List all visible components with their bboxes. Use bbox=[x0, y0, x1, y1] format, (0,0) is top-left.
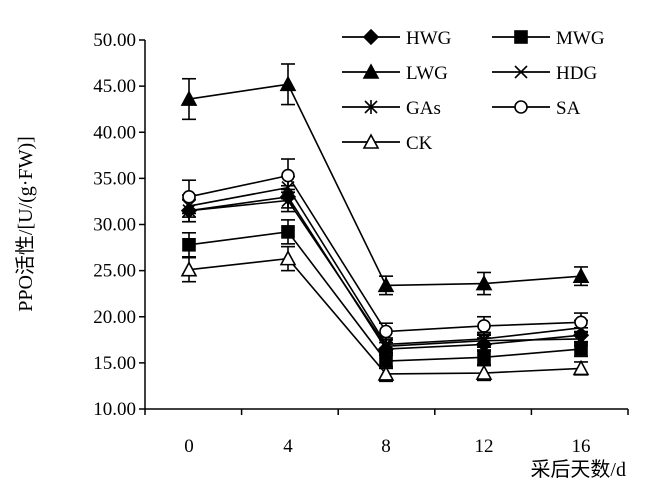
legend-item-lwg: LWG bbox=[342, 63, 448, 84]
point-gas bbox=[574, 331, 588, 346]
series-ck bbox=[180, 245, 590, 383]
y-axis-label: PPO活性/[U/(g·FW)] bbox=[14, 136, 37, 312]
legend-marker-sa bbox=[514, 100, 528, 114]
point-mwg bbox=[182, 237, 196, 252]
legend-item-ck: CK bbox=[342, 133, 433, 154]
point-sa bbox=[281, 168, 295, 183]
y-tick-label: 30.00 bbox=[93, 215, 136, 236]
y-tick-label: 10.00 bbox=[93, 399, 136, 420]
point-sa bbox=[379, 324, 393, 339]
legend-label-hwg: HWG bbox=[406, 28, 452, 49]
point-sa bbox=[574, 315, 588, 330]
plot-area bbox=[180, 63, 590, 383]
point-lwg bbox=[180, 90, 198, 106]
x-axis: 0 4 8 12 16 bbox=[144, 408, 629, 457]
point-lwg bbox=[377, 276, 395, 293]
point-gas bbox=[281, 193, 295, 208]
y-axis: 10.00 15.00 20.00 25.00 30.00 35.00 40.00 45.00… bbox=[93, 30, 146, 420]
y-tick-label: 45.00 bbox=[93, 76, 136, 97]
legend-label-gas: GAs bbox=[406, 98, 441, 119]
point-ck bbox=[279, 249, 297, 266]
x-tick-label: 12 bbox=[475, 436, 494, 457]
point-lwg bbox=[279, 75, 297, 92]
x-tick-label: 4 bbox=[283, 436, 293, 457]
legend-marker-lwg bbox=[362, 63, 380, 79]
point-sa bbox=[182, 190, 196, 204]
point-mwg bbox=[477, 350, 491, 365]
point-ck bbox=[377, 365, 395, 381]
point-gas bbox=[477, 333, 491, 348]
legend-marker-hdg bbox=[514, 65, 528, 79]
legend-label-mwg: MWG bbox=[556, 28, 605, 49]
legend-marker-mwg bbox=[514, 30, 528, 44]
x-tick-label: 8 bbox=[381, 436, 391, 457]
legend-marker-gas bbox=[364, 100, 378, 114]
series-line-sa bbox=[188, 174, 582, 333]
y-tick-label: 20.00 bbox=[93, 307, 136, 328]
point-lwg bbox=[572, 267, 590, 283]
point-ck bbox=[475, 364, 493, 380]
legend-marker-hwg bbox=[362, 28, 380, 46]
legend-marker-ck bbox=[362, 133, 380, 149]
x-axis-label: 采后天数/d bbox=[530, 458, 626, 481]
series-line-hdg bbox=[188, 186, 582, 346]
point-sa bbox=[477, 319, 491, 333]
y-tick-label: 35.00 bbox=[93, 168, 136, 189]
series-lwg bbox=[180, 63, 590, 296]
legend-label-sa: SA bbox=[556, 98, 581, 119]
x-tick-label: 0 bbox=[184, 436, 194, 457]
point-mwg bbox=[379, 354, 393, 368]
y-tick-label: 25.00 bbox=[93, 261, 136, 282]
point-ck bbox=[572, 359, 590, 376]
legend-item-mwg: MWG bbox=[492, 28, 605, 49]
x-tick-label: 16 bbox=[572, 436, 591, 457]
point-gas bbox=[379, 339, 393, 354]
point-ck bbox=[180, 261, 198, 277]
legend-label-ck: CK bbox=[406, 133, 433, 154]
series-gas bbox=[182, 188, 588, 354]
y-tick-label: 15.00 bbox=[93, 353, 136, 374]
point-mwg bbox=[281, 225, 295, 239]
legend-item-gas: GAs bbox=[342, 98, 441, 119]
legend-item-hdg: HDG bbox=[492, 63, 597, 84]
series-sa bbox=[182, 158, 588, 341]
legend-item-sa: SA bbox=[492, 98, 581, 119]
y-tick-label: 50.00 bbox=[93, 30, 136, 51]
legend: HWG MWG LWG HDG GAs SA CK bbox=[342, 28, 605, 154]
point-lwg bbox=[475, 274, 493, 291]
legend-label-hdg: HDG bbox=[556, 63, 597, 84]
legend-label-lwg: LWG bbox=[406, 63, 448, 84]
y-tick-label: 40.00 bbox=[93, 122, 136, 143]
legend-item-hwg: HWG bbox=[342, 28, 452, 49]
